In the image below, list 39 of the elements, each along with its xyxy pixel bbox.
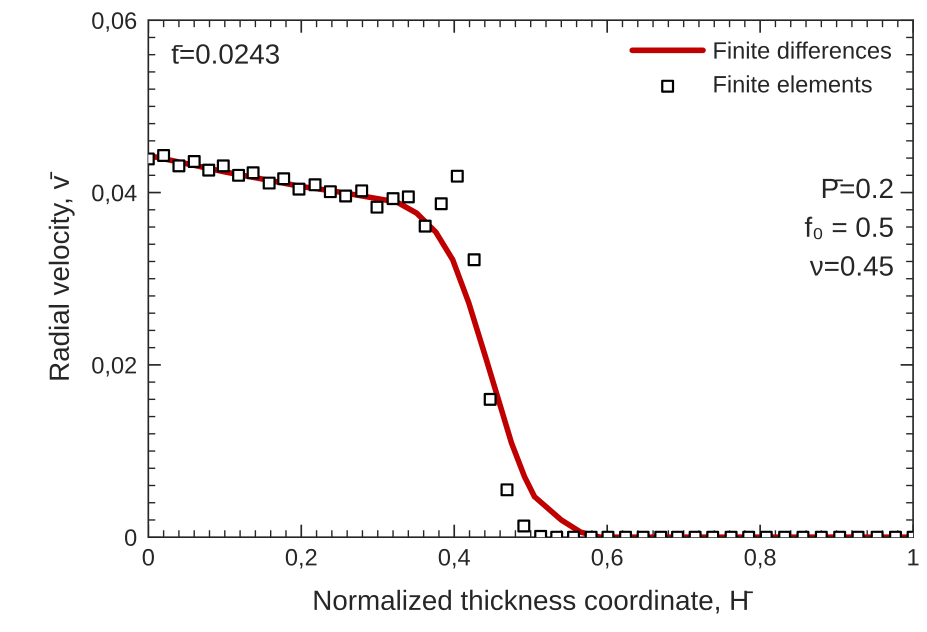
point [434, 197, 448, 210]
point [418, 220, 432, 233]
point [277, 172, 290, 186]
point [402, 190, 415, 204]
y-tick-label: 0 [125, 529, 136, 546]
point [292, 182, 306, 196]
x-tick-label: 0,6 [592, 548, 623, 568]
x-tick-label: 0,4 [438, 548, 470, 568]
legend-label: Finite elements [714, 75, 872, 93]
point [386, 192, 400, 206]
point [370, 200, 384, 214]
point [172, 159, 186, 172]
y-axis-title: Radial velocity, v̄ [48, 172, 75, 380]
point [468, 253, 481, 266]
annotation: t̄=0.0243 [172, 44, 279, 64]
x-axis-title: Normalized thickness coordinate, H̄ [314, 590, 753, 614]
point [262, 176, 276, 190]
annotation: ν=0.45 [810, 256, 893, 276]
y-tick-label: 0,04 [92, 184, 137, 204]
x-tick-label: 0,2 [286, 548, 316, 568]
point [339, 190, 352, 202]
point [308, 178, 322, 192]
x-tick-label: 1 [908, 549, 919, 566]
point [157, 149, 170, 162]
annotation: P̄=0.2 [822, 178, 893, 198]
point [324, 185, 337, 198]
point [188, 155, 201, 168]
point [216, 159, 230, 172]
x-tick-label: 0 [142, 548, 154, 566]
y-tick-label: 0,02 [92, 356, 136, 376]
x-tick-label: 0,8 [744, 548, 776, 568]
point [232, 168, 246, 182]
point [355, 184, 368, 198]
annotation: f₀ = 0.5 [804, 216, 893, 240]
y-tick-label: 0,06 [92, 12, 136, 32]
point [202, 164, 216, 177]
legend-label: Finite differences [714, 41, 892, 59]
point [450, 170, 464, 183]
point [246, 166, 260, 180]
